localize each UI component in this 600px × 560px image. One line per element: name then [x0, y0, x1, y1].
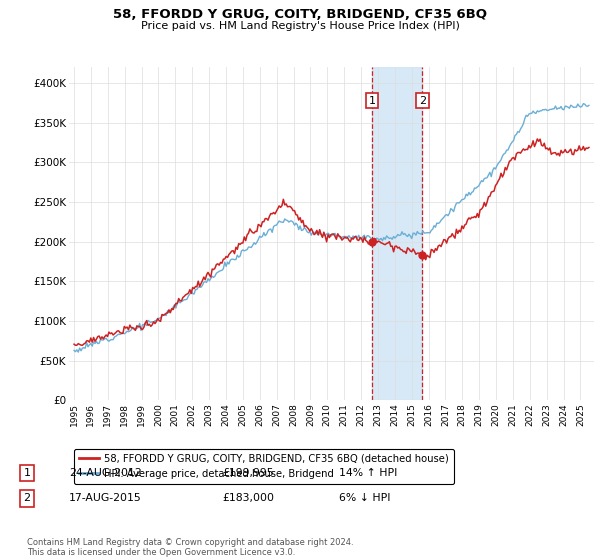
Text: 58, FFORDD Y GRUG, COITY, BRIDGEND, CF35 6BQ: 58, FFORDD Y GRUG, COITY, BRIDGEND, CF35… [113, 8, 487, 21]
Text: 14% ↑ HPI: 14% ↑ HPI [339, 468, 397, 478]
Text: £183,000: £183,000 [222, 493, 274, 503]
Text: 1: 1 [23, 468, 31, 478]
Text: 24-AUG-2012: 24-AUG-2012 [69, 468, 142, 478]
Text: 6% ↓ HPI: 6% ↓ HPI [339, 493, 391, 503]
Text: 17-AUG-2015: 17-AUG-2015 [69, 493, 142, 503]
Legend: 58, FFORDD Y GRUG, COITY, BRIDGEND, CF35 6BQ (detached house), HPI: Average pric: 58, FFORDD Y GRUG, COITY, BRIDGEND, CF35… [74, 449, 454, 484]
Text: Price paid vs. HM Land Registry's House Price Index (HPI): Price paid vs. HM Land Registry's House … [140, 21, 460, 31]
Text: £199,995: £199,995 [222, 468, 274, 478]
Bar [372, 67, 422, 400]
Text: 2: 2 [419, 96, 426, 105]
Text: 2: 2 [23, 493, 31, 503]
Text: Contains HM Land Registry data © Crown copyright and database right 2024.
This d: Contains HM Land Registry data © Crown c… [27, 538, 353, 557]
Text: 1: 1 [368, 96, 376, 105]
